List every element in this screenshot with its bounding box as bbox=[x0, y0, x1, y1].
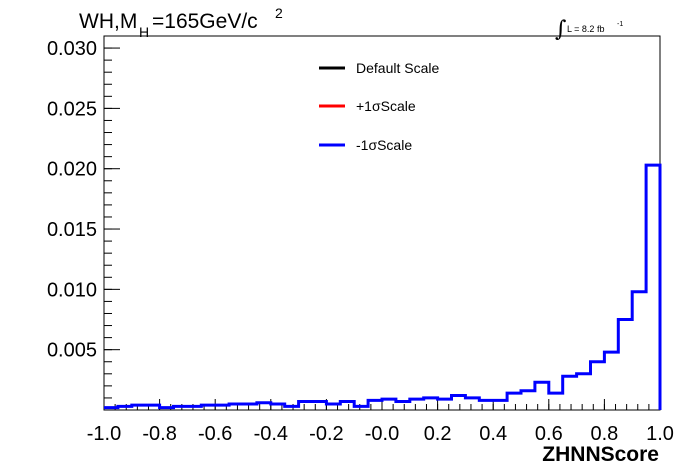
series-layer bbox=[104, 163, 662, 410]
legend-label-default: Default Scale bbox=[356, 60, 439, 76]
legend-label-plus1sigma: +1σScale bbox=[356, 98, 416, 114]
x-tick-label: -0.2 bbox=[309, 423, 343, 445]
x-axis: -1.0 -0.8 -0.6 -0.4 -0.2 -0.0 0.2 0.4 0.6 0.8 1.0 bbox=[87, 399, 674, 445]
luminosity-sup: -1 bbox=[617, 21, 623, 28]
y-tick-label: 0.030 bbox=[47, 38, 97, 60]
y-tick-label: 0.025 bbox=[47, 98, 97, 120]
x-tick-label: 0.6 bbox=[535, 423, 563, 445]
chart-title-sup: 2 bbox=[275, 5, 283, 21]
x-tick-label: -0.6 bbox=[198, 423, 232, 445]
x-tick-label: -0.4 bbox=[254, 423, 288, 445]
x-tick-label: -0.8 bbox=[142, 423, 176, 445]
x-axis-label: ZHNNScore bbox=[542, 443, 659, 466]
y-axis: 0.005 0.010 0.015 0.020 0.025 0.030 bbox=[47, 38, 120, 399]
series-line bbox=[104, 163, 662, 410]
x-tick-label: 0.2 bbox=[424, 423, 452, 445]
chart-title-main: WH,M bbox=[79, 10, 137, 33]
x-tick-label: -0.0 bbox=[365, 423, 399, 445]
y-tick-label: 0.015 bbox=[47, 219, 97, 241]
chart-title-sub: H bbox=[139, 24, 149, 40]
x-tick-label: 0.8 bbox=[590, 423, 618, 445]
legend-label-minus1sigma: -1σScale bbox=[356, 137, 412, 153]
y-tick-label: 0.005 bbox=[47, 340, 97, 362]
legend: Default Scale +1σScale -1σScale bbox=[319, 60, 439, 153]
x-tick-label: -1.0 bbox=[87, 423, 121, 445]
x-tick-label: 1.0 bbox=[646, 423, 674, 445]
integral-sign: ∫ bbox=[555, 17, 567, 42]
chart-title-rest: =165GeV/c bbox=[152, 10, 258, 33]
luminosity-label: L = 8.2 fb bbox=[567, 24, 604, 34]
y-tick-label: 0.010 bbox=[47, 279, 97, 301]
y-tick-label: 0.020 bbox=[47, 159, 97, 181]
x-tick-label: 0.4 bbox=[479, 423, 507, 445]
